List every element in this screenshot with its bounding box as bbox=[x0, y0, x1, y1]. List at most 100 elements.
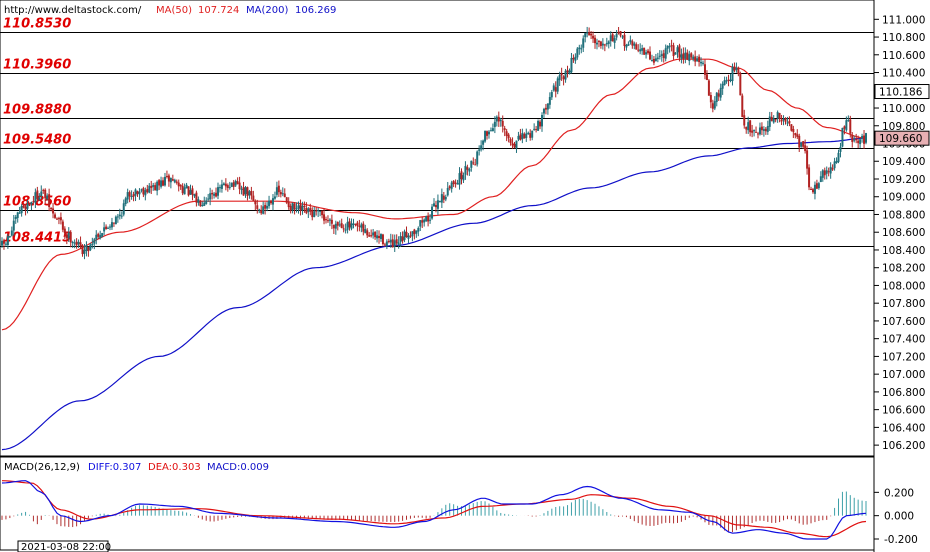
candle-body bbox=[507, 134, 510, 139]
candle-body bbox=[770, 116, 773, 121]
candle-body bbox=[705, 74, 708, 81]
candle-body bbox=[478, 149, 481, 151]
candle-body bbox=[440, 194, 443, 203]
candle-body bbox=[592, 35, 595, 39]
candle-body bbox=[258, 209, 261, 211]
candle-body bbox=[332, 224, 335, 229]
candle-body bbox=[189, 190, 192, 195]
y-tick-label: 110.600 bbox=[882, 50, 925, 62]
candle-body bbox=[52, 208, 55, 214]
candle-body bbox=[126, 192, 129, 200]
candle-body bbox=[222, 183, 225, 186]
candle-body bbox=[209, 193, 212, 200]
y-tick-label: 108.800 bbox=[882, 209, 925, 221]
candle-body bbox=[370, 235, 373, 237]
candle-body bbox=[658, 55, 661, 57]
candle-body bbox=[40, 191, 43, 196]
y-tick-label: 109.000 bbox=[882, 192, 925, 204]
level-label: 109.5480 bbox=[3, 133, 71, 148]
candle-body bbox=[201, 204, 204, 207]
candle-body bbox=[670, 45, 673, 47]
candle-body bbox=[487, 131, 490, 135]
candle-body bbox=[12, 220, 15, 231]
candle-body bbox=[101, 233, 104, 237]
header-url[interactable]: http://www.deltastock.com/ bbox=[4, 5, 142, 16]
candle-body bbox=[674, 52, 677, 55]
candle-body bbox=[560, 73, 563, 76]
candle-body bbox=[69, 232, 72, 243]
candle-body bbox=[287, 202, 290, 208]
candle-body bbox=[755, 131, 758, 133]
candle-body bbox=[808, 167, 811, 188]
candle-body bbox=[32, 201, 35, 203]
candle-body bbox=[128, 192, 131, 197]
y-tick-label: 107.600 bbox=[882, 316, 925, 328]
candle-body bbox=[295, 208, 298, 210]
macd-layer bbox=[1, 480, 867, 540]
candle-body bbox=[751, 130, 754, 133]
candle-body bbox=[725, 80, 728, 82]
candle-body bbox=[568, 70, 571, 74]
candle-body bbox=[246, 187, 249, 196]
candle-body bbox=[175, 181, 178, 183]
candle-body bbox=[703, 64, 706, 75]
candle-body bbox=[804, 145, 807, 152]
candle-body bbox=[24, 206, 27, 210]
candle-body bbox=[484, 130, 487, 142]
support-resistance-levels: 110.8530 110.3960 109.8880 109.5480 108.8560… bbox=[0, 17, 874, 247]
candle-body bbox=[411, 231, 414, 237]
price-tag-label: 110.186 bbox=[879, 87, 923, 99]
candle-body bbox=[839, 146, 842, 152]
candle-body bbox=[615, 33, 618, 38]
candle-body bbox=[517, 135, 520, 140]
y-tick-label: 108.600 bbox=[882, 227, 925, 239]
y-tick-label: 106.200 bbox=[882, 440, 925, 452]
candle-body bbox=[315, 210, 318, 212]
candle-body bbox=[213, 193, 216, 196]
candle-body bbox=[747, 122, 750, 131]
candle-body bbox=[851, 135, 854, 142]
candle-body bbox=[254, 200, 257, 205]
candle-body bbox=[193, 194, 196, 197]
candle-body bbox=[574, 56, 577, 61]
candle-body bbox=[458, 173, 461, 185]
candle-body bbox=[387, 241, 390, 243]
candle-body bbox=[733, 66, 736, 71]
candle-body bbox=[109, 226, 111, 228]
candle-body bbox=[403, 231, 406, 240]
candle-body bbox=[429, 219, 432, 221]
candle-body bbox=[739, 73, 742, 96]
ma50-value: 107.724 bbox=[198, 5, 239, 16]
candle-body bbox=[307, 208, 310, 212]
ma200-line bbox=[1, 137, 867, 451]
y-tick-label: 107.200 bbox=[882, 351, 925, 363]
macd-diff-line bbox=[1, 480, 867, 540]
macd-label: MACD(26,12,9) bbox=[4, 462, 80, 473]
candle-body bbox=[134, 189, 137, 196]
candle-body bbox=[234, 180, 237, 186]
candle-body bbox=[313, 211, 316, 218]
candle-body bbox=[486, 131, 489, 136]
candle-body bbox=[433, 203, 435, 207]
candle-body bbox=[662, 53, 665, 58]
candle-body bbox=[564, 70, 567, 80]
candle-body bbox=[472, 162, 475, 164]
candle-body bbox=[372, 232, 375, 236]
candle-body bbox=[823, 170, 826, 176]
ma200-value: 106.269 bbox=[295, 5, 336, 16]
candles-layer bbox=[1, 26, 867, 260]
candle-body bbox=[758, 127, 761, 135]
candle-body bbox=[114, 216, 117, 225]
candle-body bbox=[16, 212, 19, 218]
candle-body bbox=[356, 222, 359, 227]
candle-body bbox=[707, 80, 710, 96]
candle-body bbox=[46, 195, 49, 199]
candle-body bbox=[847, 120, 850, 122]
candle-body bbox=[59, 217, 62, 221]
y-tick-label: 107.400 bbox=[882, 334, 925, 346]
main-panel-frame bbox=[0, 0, 875, 457]
candle-body bbox=[97, 233, 100, 237]
candle-body bbox=[401, 236, 404, 242]
candle-body bbox=[34, 192, 37, 203]
candle-body bbox=[582, 38, 585, 48]
